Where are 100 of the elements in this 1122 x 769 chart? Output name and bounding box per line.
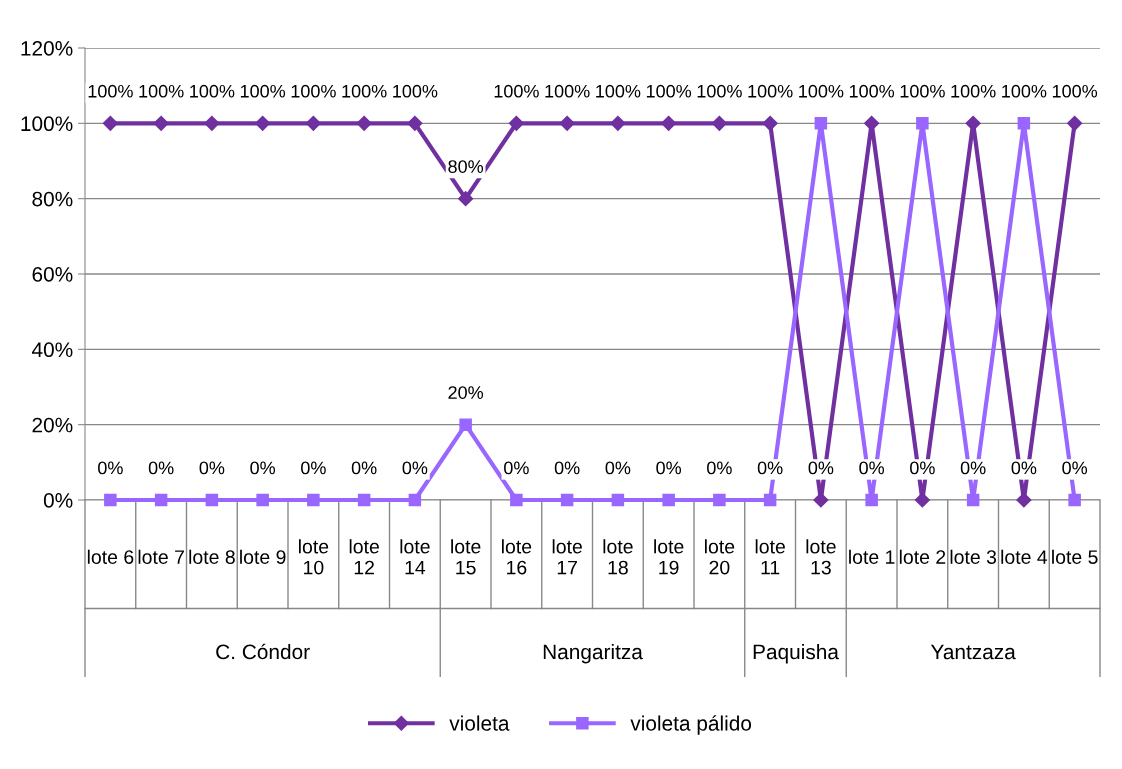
data-label: 0%	[910, 461, 935, 475]
data-label: 100%	[342, 84, 387, 98]
x-tick-label: lote 17	[552, 539, 582, 575]
point	[713, 493, 726, 507]
x-tick-label: lote 4	[1001, 549, 1048, 564]
data-label: 100%	[748, 84, 793, 98]
data-label: 100%	[139, 84, 184, 98]
legend-label: violeta	[449, 715, 510, 731]
point	[611, 493, 625, 507]
text: Paquisha	[753, 643, 839, 664]
data-label: 0%	[757, 461, 783, 475]
point	[965, 115, 981, 131]
data-label: 100%	[1052, 84, 1098, 98]
y-tick-label: 120%	[21, 41, 73, 56]
data-label: 0%	[554, 461, 580, 475]
x-tick-label: lote 8	[189, 549, 235, 564]
data-label: 0%	[656, 461, 682, 475]
point	[204, 115, 220, 131]
data-label: 0%	[1062, 461, 1088, 475]
data-label: 20%	[448, 386, 484, 399]
data-label: 0%	[808, 461, 834, 475]
x-tick-label: lote 13	[806, 539, 836, 575]
point	[559, 115, 575, 131]
y-tick-label: 40%	[31, 342, 73, 358]
data-label: 0%	[301, 461, 326, 475]
x-tick-label: lote 12	[349, 539, 379, 575]
data-label: 100%	[646, 84, 692, 98]
data-label: 100%	[596, 84, 641, 98]
y-tick-label: 100%	[21, 116, 73, 132]
point	[458, 191, 474, 207]
x-tick-label: lote 11	[755, 539, 785, 575]
data-label: 100%	[900, 84, 945, 98]
data-label: 80%	[448, 160, 484, 173]
text: Nangaritza	[543, 643, 643, 664]
point	[813, 492, 829, 508]
point	[305, 115, 321, 131]
data-label: 100%	[190, 84, 235, 98]
text: C. Cóndor	[216, 643, 310, 660]
x-tick-label: lote 9	[240, 549, 286, 564]
y-tick-label: 60%	[32, 267, 73, 282]
data-label: 0%	[98, 461, 123, 475]
point	[814, 117, 828, 130]
x-tick-label: lote 16	[502, 539, 532, 575]
point	[256, 493, 269, 507]
point	[864, 115, 880, 131]
point	[205, 493, 219, 507]
data-label: 0%	[199, 461, 225, 475]
data-label: 0%	[504, 461, 529, 475]
point	[104, 493, 117, 507]
data-label: 0%	[148, 461, 174, 475]
x-tick-label: lote 10	[299, 539, 329, 575]
data-label: 100%	[494, 84, 539, 98]
point	[560, 493, 574, 507]
data-label: 0%	[351, 461, 377, 475]
x-tick-label: lote 15	[451, 539, 481, 575]
data-label: 100%	[88, 84, 133, 98]
data-label: 0%	[605, 461, 631, 475]
x-tick-label: lote 3	[950, 549, 997, 564]
point	[1017, 117, 1031, 130]
x-tick-label: lote 1	[849, 549, 895, 564]
point	[357, 493, 371, 507]
point	[662, 493, 675, 507]
point	[762, 115, 778, 131]
data-label: 100%	[799, 84, 844, 98]
data-label: 0%	[859, 461, 885, 475]
x-tick-label: lote 7	[138, 549, 184, 564]
x-tick-label: lote 6	[87, 549, 134, 564]
x-tick-label: lote 19	[654, 539, 684, 575]
point	[1067, 115, 1083, 131]
x-tick-label: lote 14	[400, 539, 430, 575]
x-tick-label: lote 5	[1052, 549, 1098, 564]
data-label: 100%	[697, 84, 742, 98]
point	[1016, 492, 1032, 508]
point	[510, 493, 523, 507]
y-tick-label: 80%	[32, 191, 73, 207]
point	[255, 115, 271, 131]
point	[102, 115, 118, 131]
x-tick-label: lote 20	[705, 539, 735, 575]
data-label: 0%	[960, 461, 986, 475]
point	[711, 115, 727, 131]
point	[508, 115, 524, 131]
point	[661, 115, 677, 131]
point	[408, 493, 422, 507]
point	[916, 117, 929, 130]
point	[153, 115, 169, 131]
y-tick-label: 0%	[43, 493, 73, 508]
point	[356, 115, 372, 131]
point	[763, 493, 777, 507]
y-tick-label: 20%	[32, 417, 73, 433]
point	[914, 492, 930, 508]
data-label: 0%	[707, 461, 732, 475]
point	[154, 493, 168, 507]
data-label: 100%	[240, 84, 286, 98]
point	[610, 115, 626, 131]
data-label: 0%	[402, 461, 428, 475]
point	[307, 493, 320, 507]
point	[966, 493, 980, 507]
point	[459, 418, 472, 431]
data-label: 0%	[250, 461, 276, 475]
data-label: 100%	[291, 84, 336, 98]
